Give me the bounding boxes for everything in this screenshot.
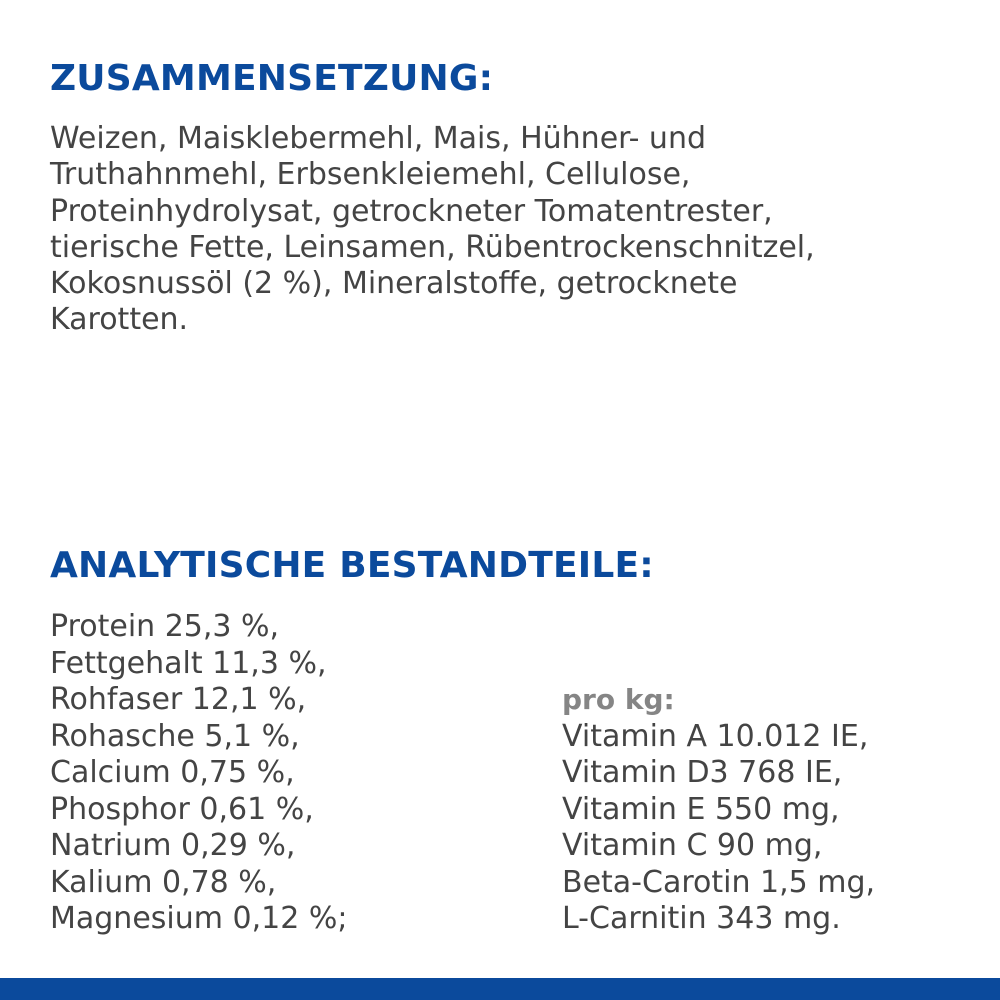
list-item: Vitamin C 90 mg, bbox=[562, 828, 823, 863]
list-item: Rohfaser 12,1 %, bbox=[50, 682, 307, 717]
per-kg-list: Vitamin A 10.012 IE, Vitamin D3 768 IE, … bbox=[562, 719, 875, 938]
per-kg-label: pro kg: bbox=[562, 683, 675, 716]
composition-line: Karotten. bbox=[50, 302, 189, 338]
per-kg-block: pro kg: Vitamin A 10.012 IE, Vitamin D3 … bbox=[562, 682, 875, 938]
bottom-bar bbox=[0, 978, 1000, 1000]
list-item: Vitamin E 550 mg, bbox=[562, 791, 840, 827]
list-item: Natrium 0,29 %, bbox=[50, 828, 296, 863]
list-item: Kalium 0,78 %, bbox=[50, 864, 277, 900]
list-item: Vitamin D3 768 IE, bbox=[562, 755, 843, 790]
analytical-heading: ANALYTISCHE BESTANDTEILE: bbox=[50, 545, 654, 586]
list-item: L-Carnitin 343 mg. bbox=[562, 901, 841, 936]
composition-line: Truthahnmehl, Erbsenkleiemehl, Cellulose… bbox=[50, 157, 691, 193]
list-item: Vitamin A 10.012 IE, bbox=[562, 718, 869, 754]
composition-text: Weizen, Maisklebermehl, Mais, Hühner- un… bbox=[50, 121, 980, 339]
composition-line: Kokosnussöl (2 %), Mineralstoffe, getroc… bbox=[50, 266, 738, 302]
list-item: Rohasche 5,1 %, bbox=[50, 718, 300, 754]
composition-line: Proteinhydrolysat, getrockneter Tomatent… bbox=[50, 193, 773, 229]
list-item: Protein 25,3 %, bbox=[50, 609, 280, 644]
list-item: Beta-Carotin 1,5 mg, bbox=[562, 864, 876, 900]
constituents-list: Protein 25,3 %, Fettgehalt 11,3 %, Rohfa… bbox=[50, 609, 347, 938]
composition-line: Weizen, Maisklebermehl, Mais, Hühner- un… bbox=[50, 121, 707, 156]
composition-line: tierische Fette, Leinsamen, Rübentrocken… bbox=[50, 229, 815, 265]
list-item: Fettgehalt 11,3 %, bbox=[50, 645, 327, 681]
list-item: Phosphor 0,61 %, bbox=[50, 791, 314, 827]
list-item: Magnesium 0,12 %; bbox=[50, 901, 348, 936]
list-item: Calcium 0,75 %, bbox=[50, 755, 295, 790]
composition-heading: ZUSAMMENSETZUNG: bbox=[50, 58, 494, 99]
